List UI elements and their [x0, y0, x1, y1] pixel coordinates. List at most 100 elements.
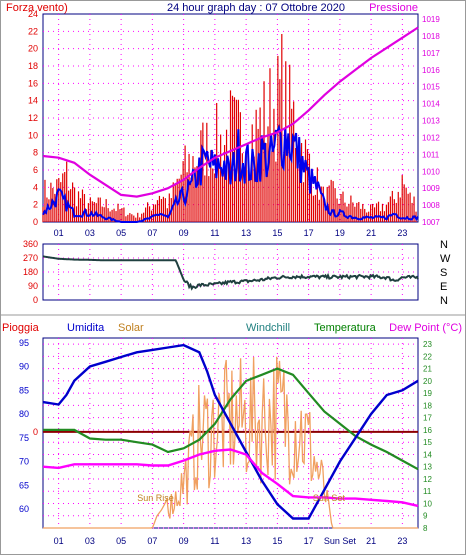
pressure-tick-label: 1007	[422, 218, 440, 227]
temperature-tick-label: 19	[423, 389, 432, 398]
chart-title: 24 hour graph day : 07 Ottobre 2020	[167, 2, 345, 14]
temperature-tick-label: 22	[423, 352, 432, 361]
temperature-tick-label: 10	[423, 499, 432, 508]
wind-average-line	[42, 123, 419, 223]
hour-tick-label: 17	[304, 228, 314, 238]
wind-tick-label: 16	[28, 78, 38, 88]
legend-umidita: Umidita	[67, 322, 105, 334]
pressure-line	[42, 26, 419, 198]
temperature-tick-label: 21	[423, 365, 432, 374]
humidity-tick-label: 70	[19, 457, 29, 467]
wind-axis-label: Forza vento)	[6, 2, 68, 14]
humidity-tick-label: 90	[19, 362, 29, 372]
pressure-axis-label: Pressione	[369, 2, 418, 14]
hour-tick-label: 07	[147, 536, 157, 546]
dewpoint-line	[42, 448, 419, 508]
temperature-humidity-panel: 60 65 70 75 80 85 90 95 8 9 10 11 12 13 14 15 16 17 18 19 20…	[19, 337, 432, 546]
direction-tick-label: 360	[23, 239, 38, 249]
wind-tick-label: 4	[33, 182, 38, 192]
hour-tick-label: 17	[304, 536, 314, 546]
humidity-tick-label: 60	[19, 504, 29, 514]
wind-tick-label: 10	[28, 130, 38, 140]
pressure-tick-label: 1018	[422, 32, 440, 41]
sun-rise-label: Sun Rise	[137, 493, 174, 503]
wind-pressure-panel: 0246810121416182022241007100810091010101…	[28, 9, 440, 238]
compass-label: N	[440, 295, 448, 307]
temperature-tick-label: 17	[423, 414, 432, 423]
hour-tick-label: 01	[54, 228, 64, 238]
temperature-tick-label: 15	[423, 438, 432, 447]
pressure-tick-label: 1019	[422, 15, 440, 24]
sun-set-label: Sun Set	[313, 493, 346, 503]
wind-tick-label: 12	[28, 113, 38, 123]
temperature-tick-label: 20	[423, 377, 432, 386]
hour-tick-label: 13	[241, 536, 251, 546]
solar-line	[43, 356, 418, 529]
hour-tick-label: 01	[54, 536, 64, 546]
direction-tick-label: 90	[28, 281, 38, 291]
humidity-tick-label: 65	[19, 480, 29, 490]
wind-tick-label: 22	[28, 26, 38, 36]
hour-tick-label: 19	[335, 228, 345, 238]
legend-solar: Solar	[118, 322, 144, 334]
legend-temperatura: Temperatura	[314, 322, 377, 334]
hour-tick-label: 15	[272, 536, 282, 546]
legend-dewpoint: Dew Point (°C)	[389, 322, 462, 334]
wind-tick-label: 6	[33, 165, 38, 175]
wind-tick-label: 20	[28, 44, 38, 54]
wind-tick-label: 18	[28, 61, 38, 71]
hour-tick-label: 11	[210, 536, 219, 546]
temperature-tick-label: 12	[423, 475, 432, 484]
hour-tick-label: 07	[147, 228, 157, 238]
pressure-tick-label: 1008	[422, 201, 440, 210]
wind-direction-line	[42, 255, 419, 291]
hour-tick-label: 15	[272, 228, 282, 238]
temperature-tick-label: 13	[423, 463, 432, 472]
hour-tick-label: 03	[85, 228, 95, 238]
humidity-tick-label: 75	[19, 433, 29, 443]
temperature-tick-label: 11	[423, 487, 432, 496]
pressure-tick-label: 1012	[422, 133, 440, 142]
pressure-tick-label: 1011	[422, 150, 440, 159]
pressure-tick-label: 1010	[422, 167, 440, 176]
direction-tick-label: 270	[23, 253, 38, 263]
pressure-tick-label: 1013	[422, 117, 440, 126]
temperature-tick-label: 16	[423, 426, 432, 435]
hour-tick-label: 03	[85, 536, 95, 546]
hour-tick-label: 13	[241, 228, 251, 238]
humidity-tick-label: 80	[19, 409, 29, 419]
legend-pioggia: Pioggia	[2, 322, 40, 334]
wind-tick-label: 8	[33, 148, 38, 158]
temperature-tick-label: 18	[423, 401, 432, 410]
hour-tick-label: 05	[116, 228, 126, 238]
plot-area-2	[42, 243, 419, 301]
legend-windchill: Windchill	[246, 322, 290, 334]
humidity-tick-label: 85	[19, 385, 29, 395]
temperature-tick-label: 23	[423, 340, 432, 349]
compass-label: S	[440, 267, 447, 279]
pressure-tick-label: 1009	[422, 184, 440, 193]
compass-label: N	[440, 239, 448, 251]
hour-tick-label: 09	[179, 536, 189, 546]
hour-tick-label: 09	[179, 228, 189, 238]
temperature-tick-label: 8	[423, 524, 428, 533]
pressure-tick-label: 1014	[422, 100, 440, 109]
compass-label: E	[440, 281, 447, 293]
temperature-tick-label: 14	[423, 450, 432, 459]
hour-tick-label: 21	[366, 536, 376, 546]
pressure-tick-label: 1015	[422, 83, 440, 92]
hour-tick-label: 21	[366, 228, 376, 238]
plot-area-3	[42, 337, 419, 529]
hour-tick-label: 05	[116, 536, 126, 546]
pressure-tick-label: 1016	[422, 66, 440, 75]
wind-tick-label: 24	[28, 9, 38, 19]
pressure-tick-label: 1017	[422, 49, 440, 58]
humidity-tick-label: 95	[19, 338, 29, 348]
direction-tick-label: 0	[33, 295, 38, 305]
direction-tick-label: 180	[23, 267, 38, 277]
rain-zero-label: 0	[33, 427, 38, 437]
wind-tick-label: 14	[28, 96, 38, 106]
wind-tick-label: 2	[33, 200, 38, 210]
